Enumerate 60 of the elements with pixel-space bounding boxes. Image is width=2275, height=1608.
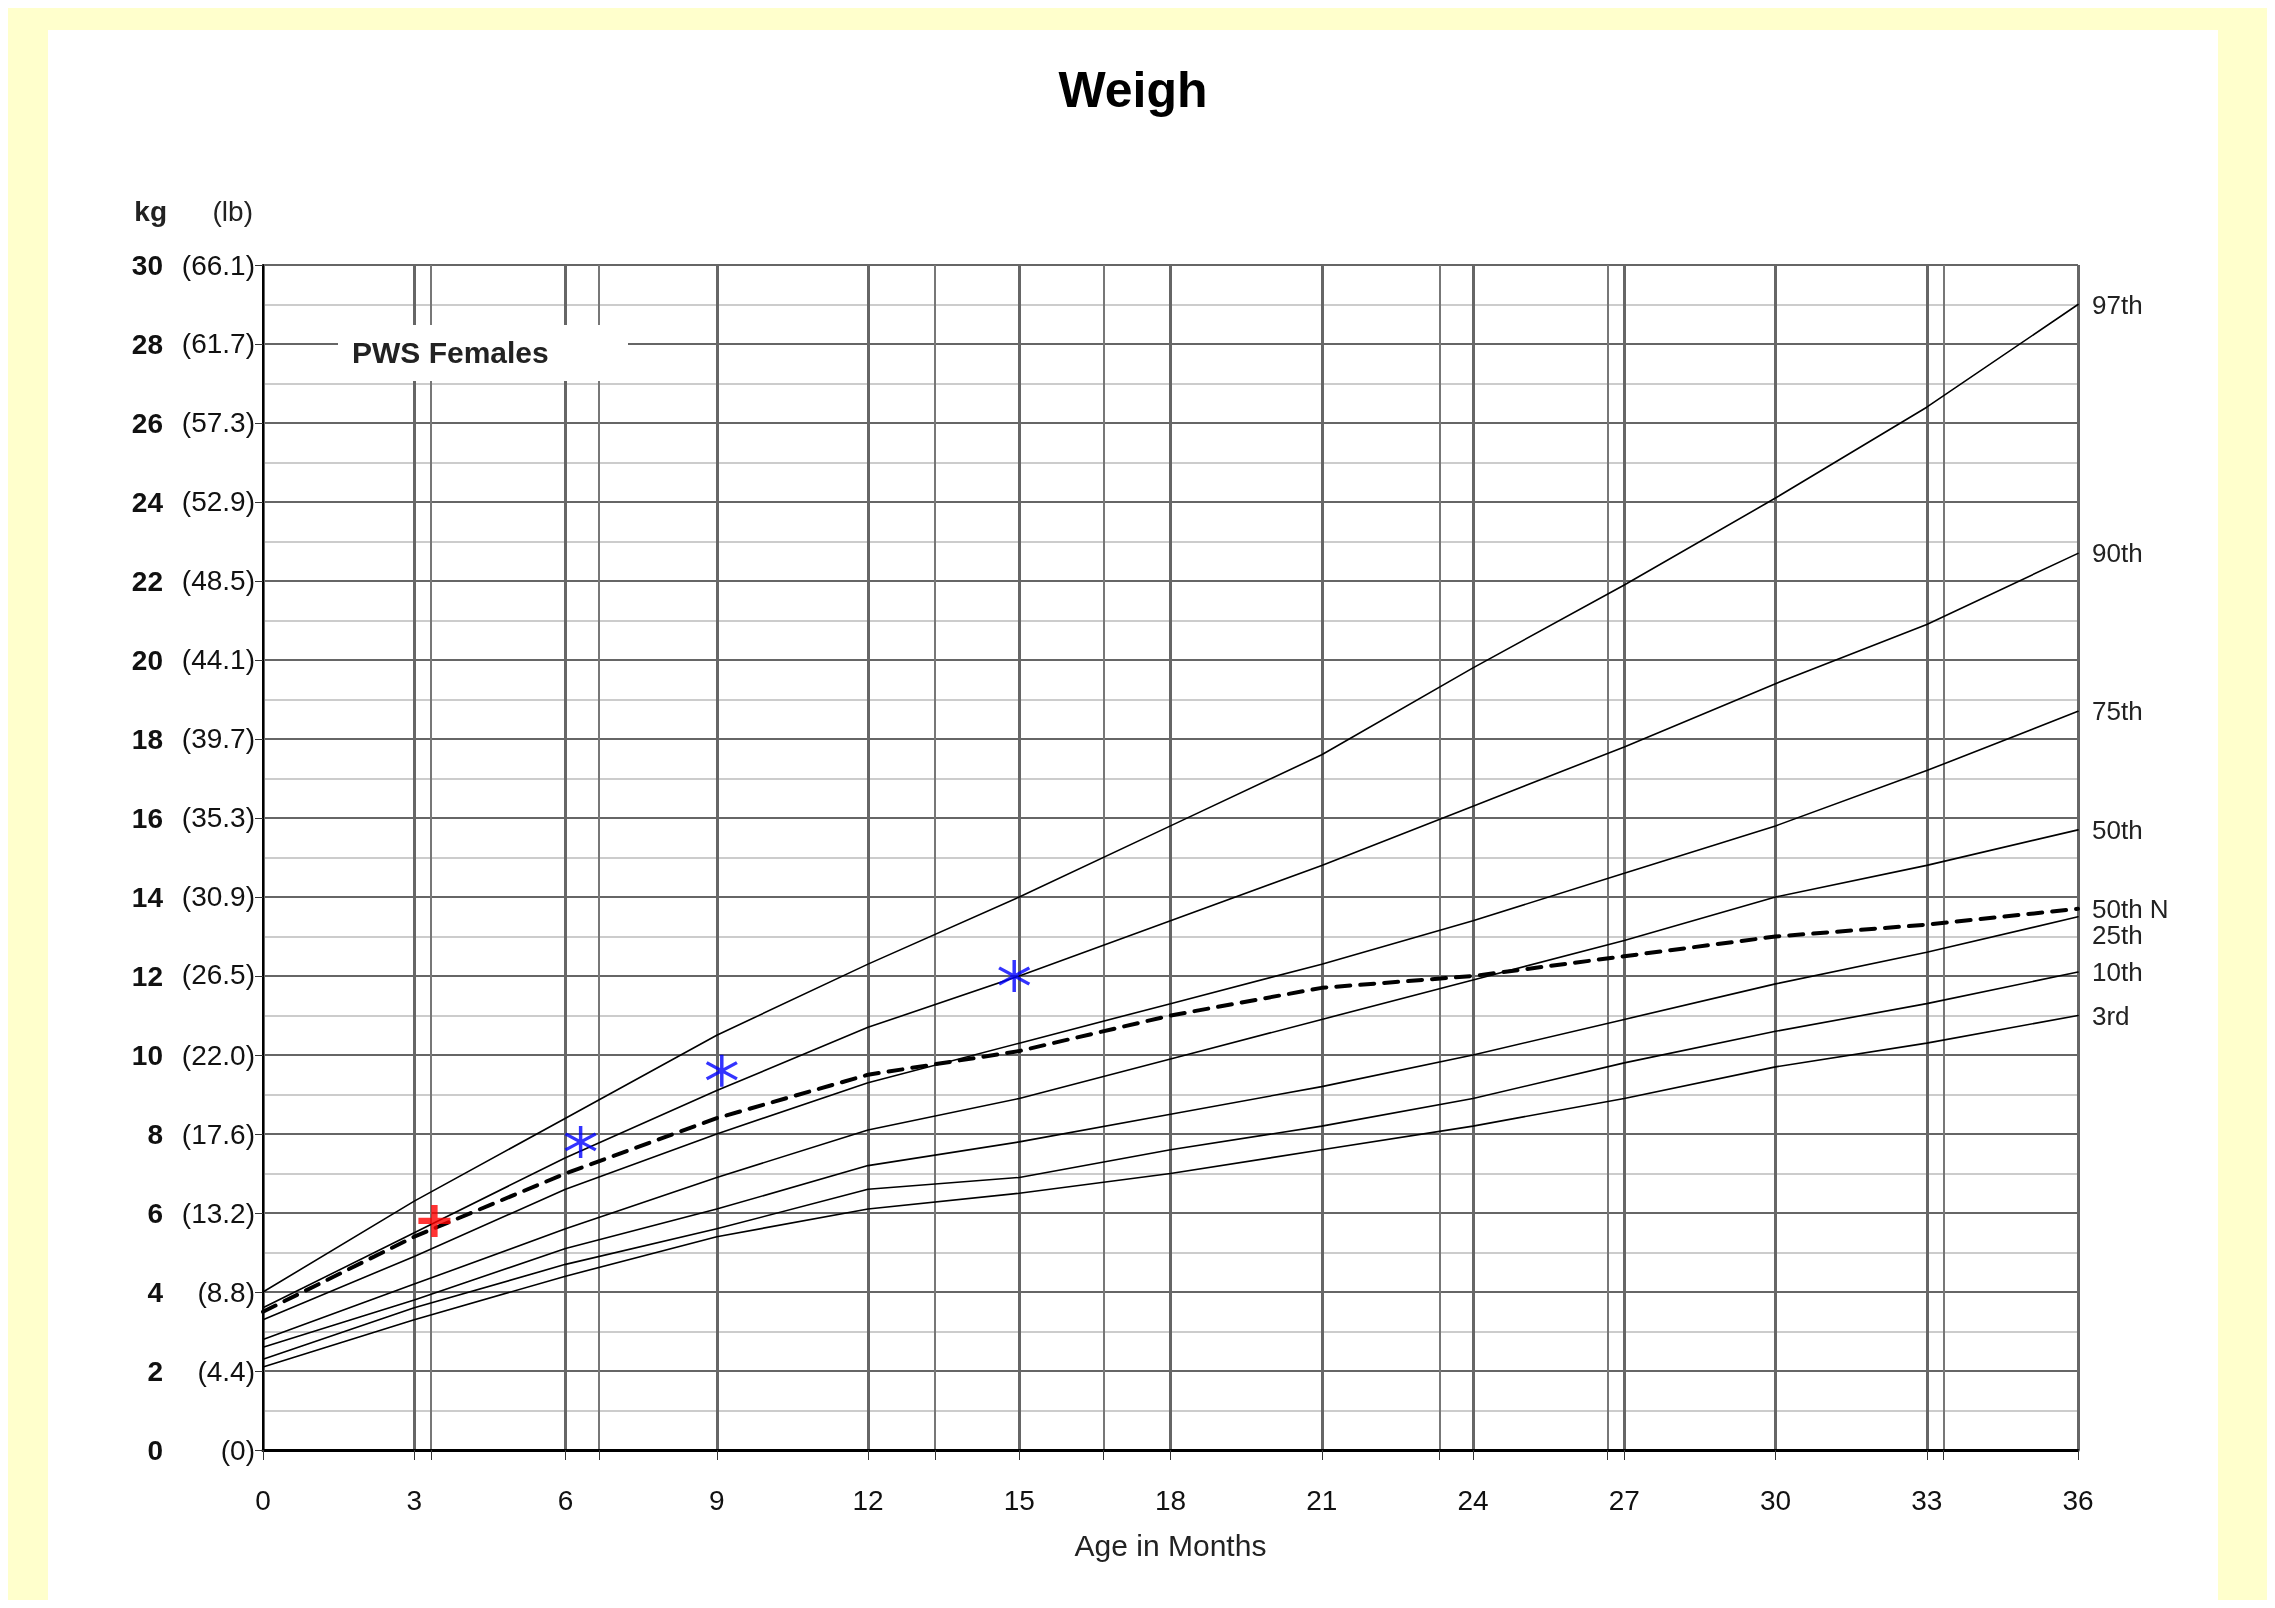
y-tick-label: 18: [131, 723, 163, 755]
point: [564, 1125, 597, 1158]
y2-tick-label: (26.5): [181, 959, 255, 991]
y-tick-label: 20: [131, 644, 163, 676]
y2-tick-label: (35.3): [181, 801, 255, 833]
point: [418, 1204, 451, 1237]
y2-axis-title: (lb): [212, 195, 253, 227]
annotation: PWS Females: [352, 335, 549, 369]
x-tick-label: 27: [1608, 1484, 1640, 1516]
y-tick-label: 28: [131, 328, 163, 360]
x-tick-label: 3: [406, 1484, 423, 1516]
y2-tick-label: (30.9): [181, 880, 255, 912]
chart-title: Weigh: [1058, 62, 1208, 118]
y-tick-label: 2: [147, 1355, 163, 1387]
y2-tick-label: (17.6): [181, 1118, 255, 1150]
y2-tick-label: (39.7): [181, 722, 255, 754]
y-tick-label: 16: [131, 802, 163, 834]
y2-tick-label: (52.9): [181, 486, 255, 518]
y2-tick-label: (22.0): [181, 1040, 255, 1072]
x-tick-label: 0: [255, 1484, 271, 1516]
x-tick-label: 15: [1003, 1484, 1035, 1516]
y-tick-label: 14: [131, 881, 164, 913]
x-tick-label: 36: [2062, 1484, 2094, 1516]
x-tick-label: 9: [708, 1484, 725, 1516]
x-tick-label: 12: [852, 1484, 884, 1516]
series-label: 97th: [2092, 289, 2143, 320]
y-tick-label: 6: [147, 1197, 163, 1229]
y2-tick-label: (48.5): [181, 565, 255, 597]
y2-tick-label: (13.2): [181, 1197, 255, 1229]
y2-tick-label: (4.4): [197, 1355, 255, 1387]
y2-tick-label: (61.7): [181, 328, 255, 360]
y-tick-label: 30: [131, 249, 163, 281]
y-axis-title: kg: [134, 195, 167, 227]
x-tick-label: 6: [557, 1484, 574, 1516]
x-tick-label: 33: [1911, 1484, 1943, 1516]
y2-tick-label: (8.8): [197, 1276, 255, 1308]
y2-tick-label: (66.1): [181, 249, 255, 281]
y-tick-label: 0: [147, 1434, 163, 1466]
x-tick-label: 30: [1759, 1484, 1792, 1516]
x-tick-label: 18: [1154, 1484, 1187, 1516]
y2-tick-label: (44.1): [181, 643, 255, 675]
series-label: 75th: [2092, 696, 2143, 727]
x-tick-label: 21: [1306, 1484, 1338, 1516]
series-label: 90th: [2092, 538, 2143, 569]
y-tick-label: 4: [147, 1276, 164, 1308]
y-tick-label: 24: [131, 486, 164, 518]
series-label: 50th: [2092, 814, 2143, 845]
series-label: 10th: [2092, 957, 2143, 988]
x-axis-title: Age in Months: [1074, 1528, 1267, 1562]
series-label: 3rd: [2092, 1000, 2130, 1031]
y-tick-label: 26: [131, 407, 163, 439]
y-tick-label: 8: [147, 1118, 163, 1150]
point: [998, 960, 1031, 992]
y-tick-label: 10: [131, 1039, 163, 1071]
y-tick-label: 12: [131, 960, 163, 992]
y2-tick-label: (0): [220, 1434, 255, 1466]
point: [705, 1054, 738, 1087]
x-tick-label: 24: [1457, 1484, 1489, 1516]
y2-tick-label: (57.3): [181, 407, 255, 439]
y-tick-label: 22: [131, 565, 163, 597]
